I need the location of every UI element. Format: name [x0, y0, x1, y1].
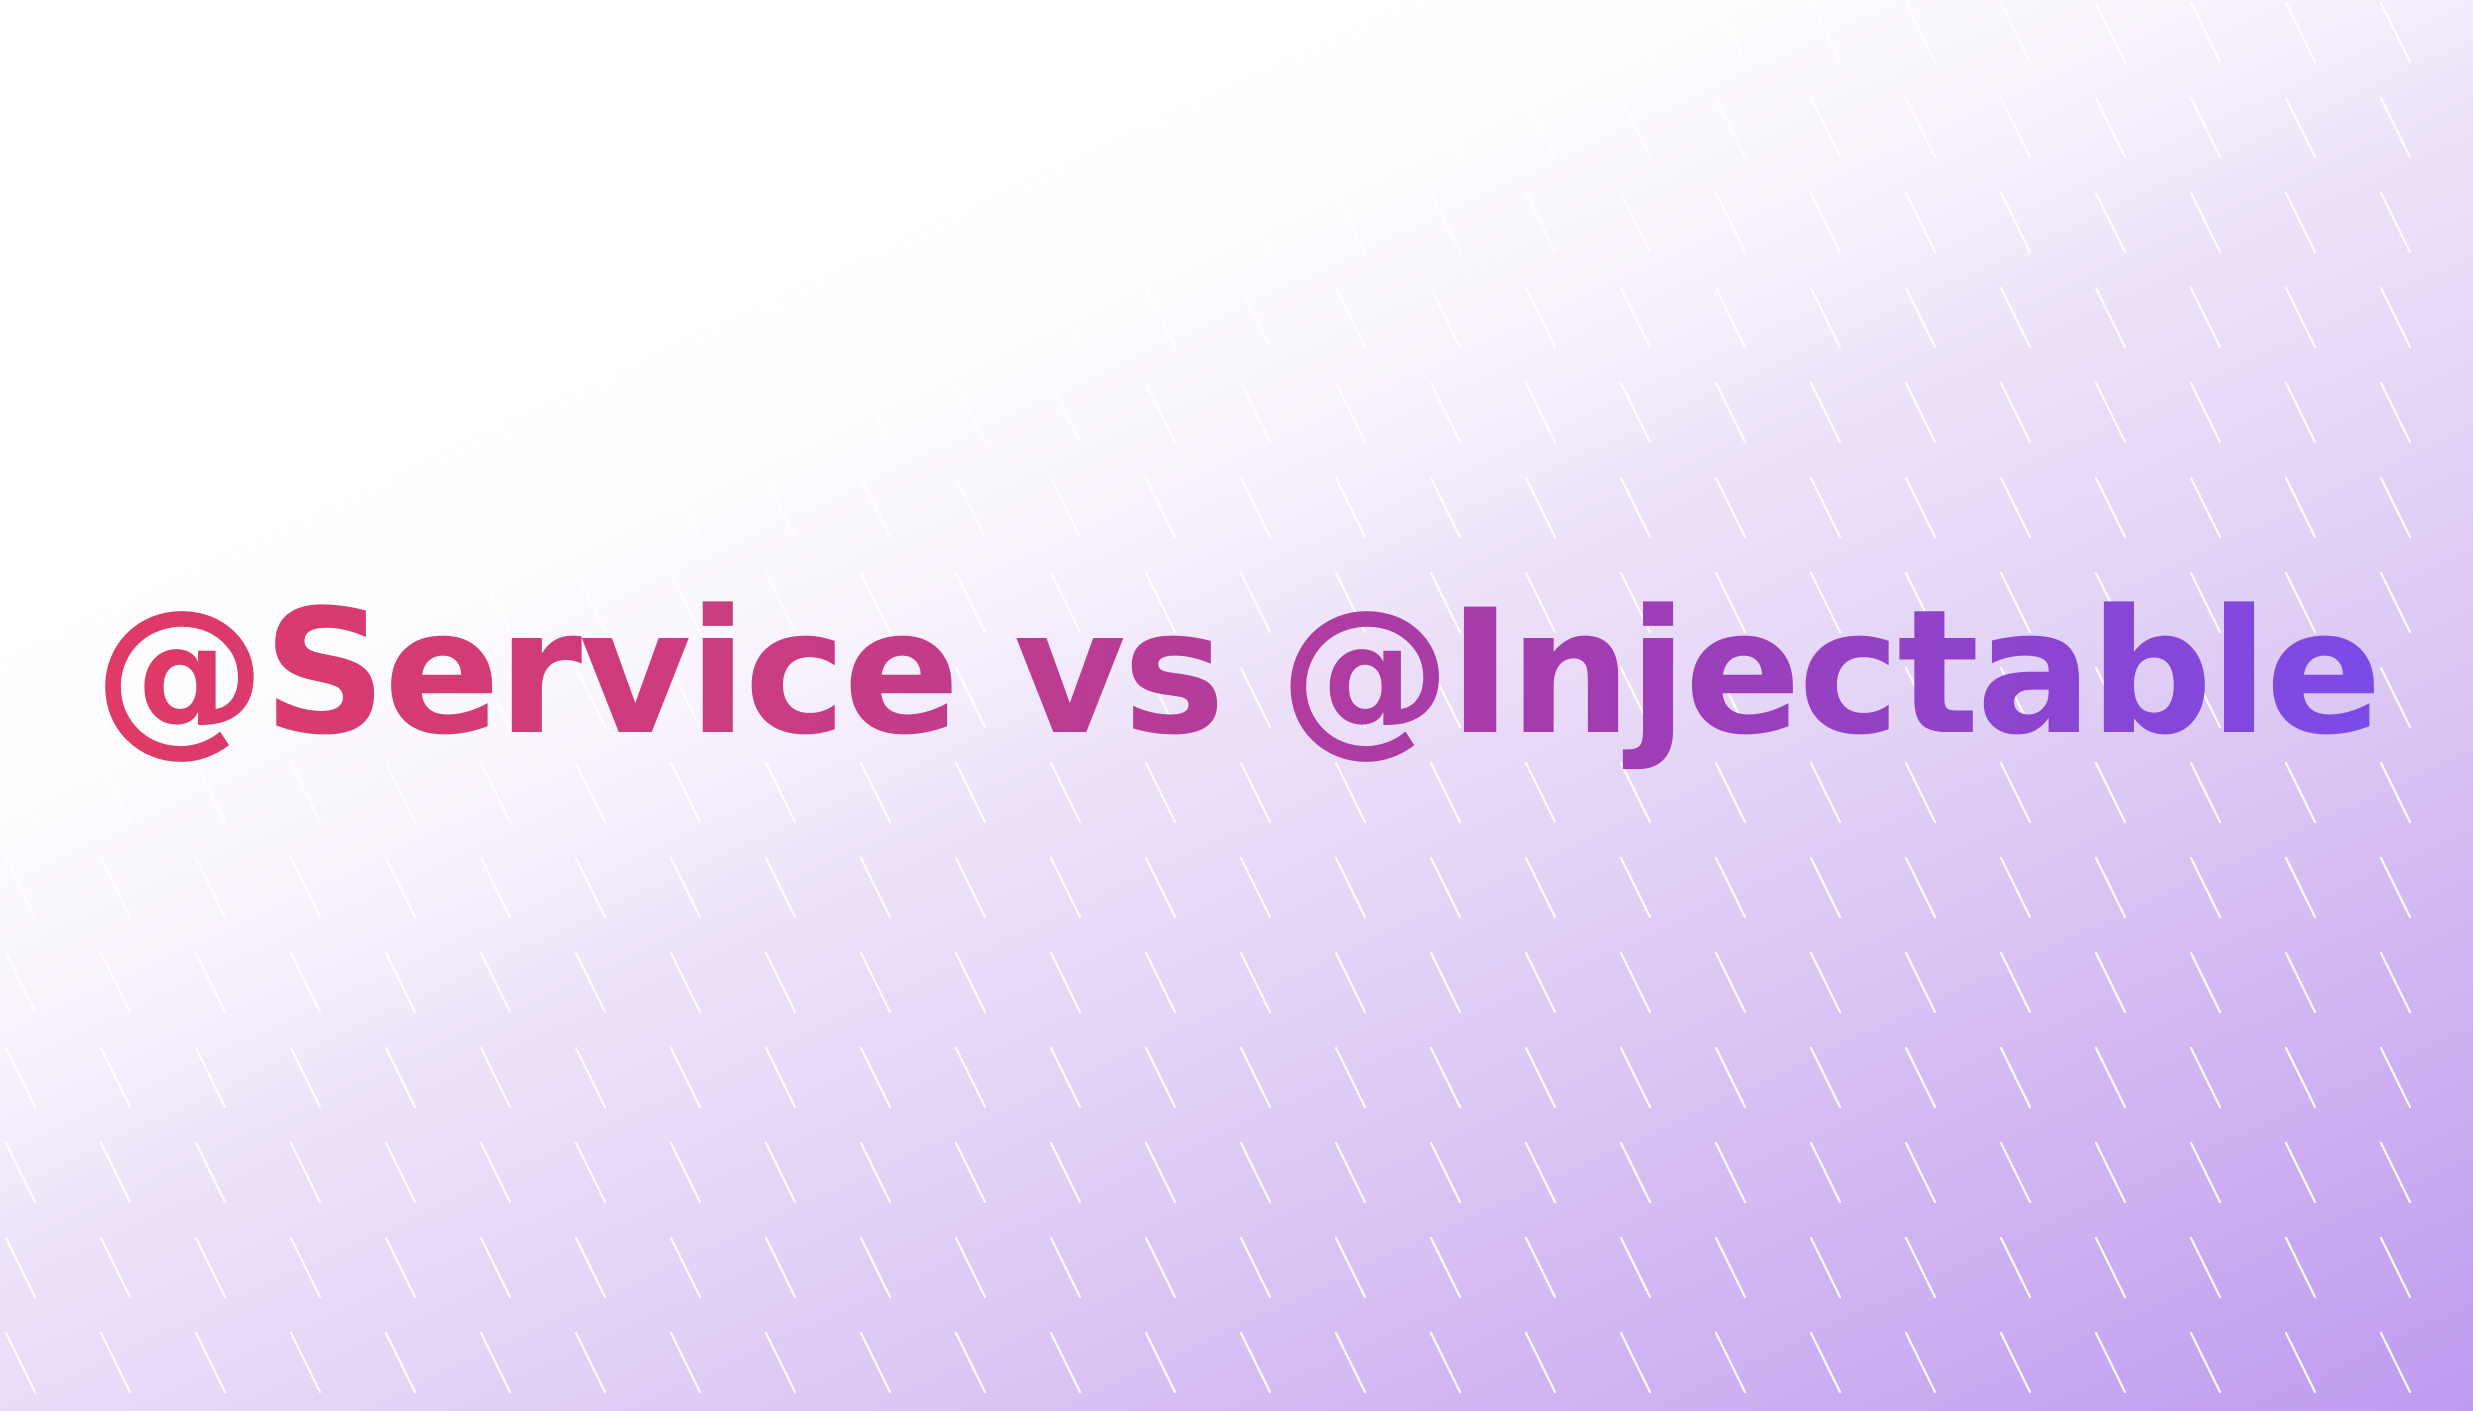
title-container: @Service vs @Injectable: [0, 570, 2473, 776]
page-title: @Service vs @Injectable: [94, 570, 2382, 776]
